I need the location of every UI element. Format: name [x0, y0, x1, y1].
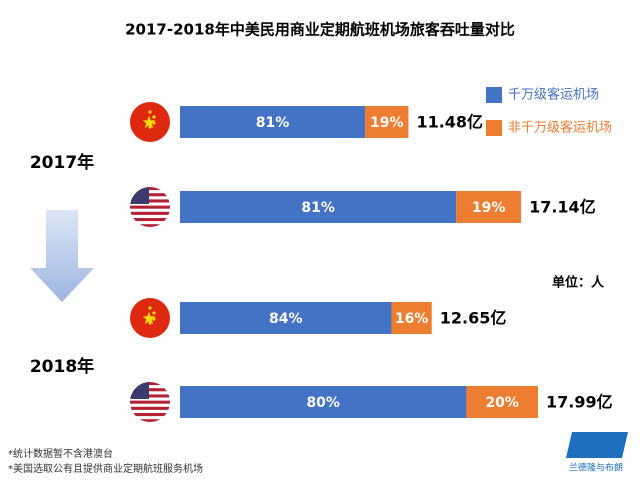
bar-segment — [180, 191, 457, 223]
arrow — [30, 210, 94, 302]
legend-label: 千万级客运机场 — [508, 87, 599, 103]
flag — [130, 102, 170, 142]
legend-swatch — [486, 87, 502, 103]
legend-label: 非千万级客运机场 — [508, 120, 612, 136]
flag — [130, 298, 170, 338]
bar-segment — [365, 106, 409, 138]
total-label: 11.48亿 — [416, 113, 483, 132]
value-label: 84% — [269, 311, 303, 327]
group-label: 2018年 — [30, 356, 94, 377]
total-label: 12.65亿 — [440, 309, 507, 328]
legend-swatch — [486, 120, 502, 136]
note: *统计数据暂不含港澳台 — [8, 447, 113, 460]
bar-segment — [180, 302, 392, 334]
bar-segment — [180, 106, 366, 138]
note: *美国选取公有且提供商业定期航班服务机场 — [8, 462, 203, 475]
value-label: 19% — [370, 115, 404, 131]
value-label: 81% — [256, 115, 290, 131]
value-label: 80% — [306, 395, 340, 411]
bar-segment — [391, 302, 432, 334]
total-label: 17.99亿 — [546, 393, 613, 412]
flag — [130, 382, 170, 422]
value-label: 20% — [485, 395, 519, 411]
value-label: 16% — [395, 311, 429, 327]
value-label: 81% — [301, 200, 335, 216]
group-label: 2017年 — [30, 152, 94, 173]
chart-title: 2017-2018年中美民用商业定期航班机场旅客吞吐量对比 — [125, 21, 515, 39]
bar-segment — [180, 386, 467, 418]
logo: 兰德隆与布朗 — [566, 432, 628, 474]
value-label: 19% — [472, 200, 506, 216]
bar-segment — [466, 386, 538, 418]
flag — [130, 187, 170, 227]
total-label: 17.14亿 — [529, 198, 596, 217]
unit-note: 单位：人 — [552, 275, 605, 291]
logo-text: 兰德隆与布朗 — [569, 462, 623, 474]
bar-segment — [456, 191, 522, 223]
